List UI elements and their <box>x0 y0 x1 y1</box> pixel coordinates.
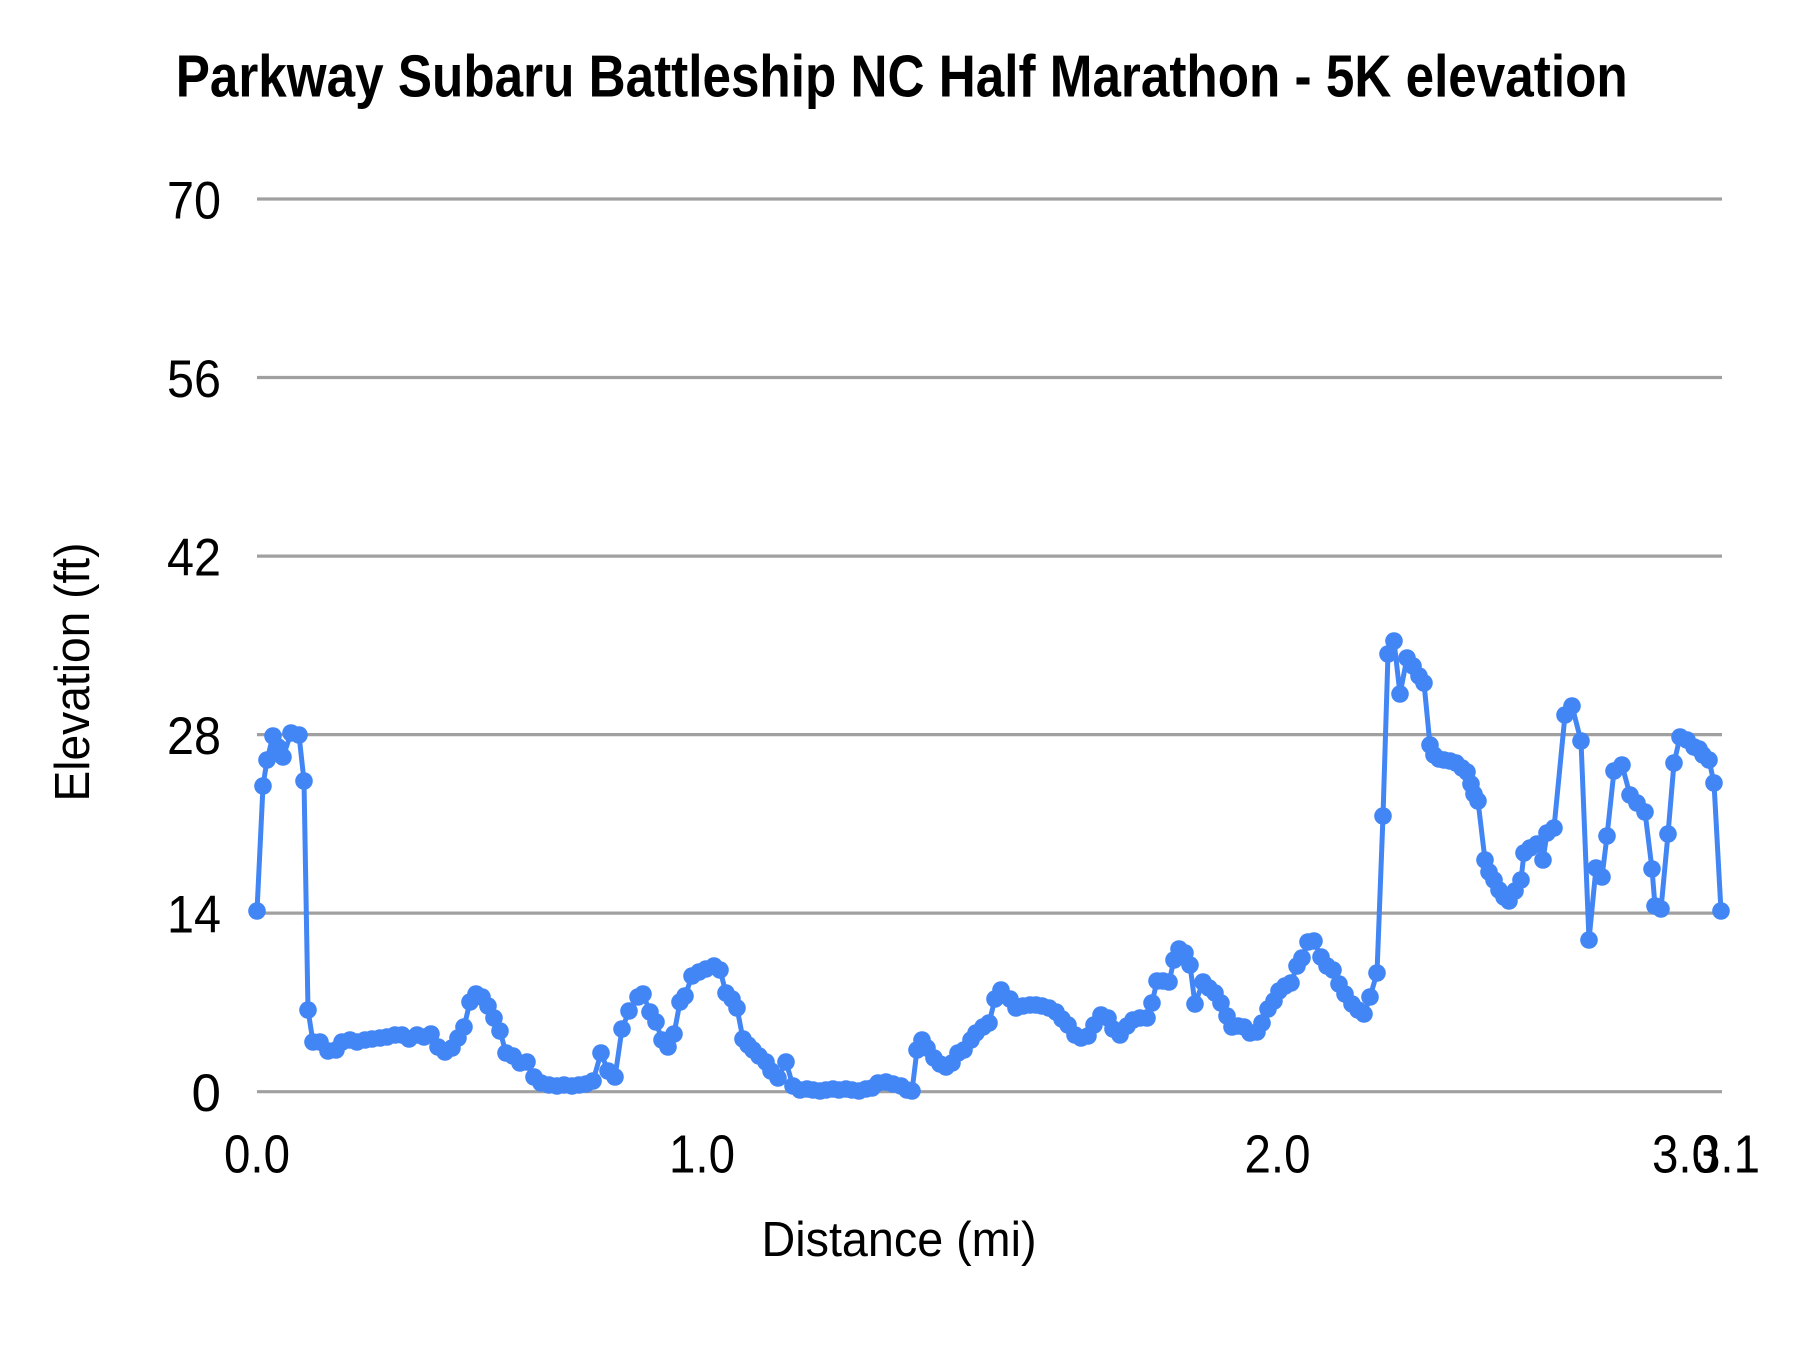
svg-text:28: 28 <box>167 707 221 766</box>
svg-text:70: 70 <box>167 171 221 230</box>
svg-text:0: 0 <box>192 1064 221 1123</box>
svg-text:Distance (mi): Distance (mi) <box>762 1213 1037 1267</box>
svg-text:Parkway Subaru Battleship NC H: Parkway Subaru Battleship NC Half Marath… <box>176 44 1628 110</box>
svg-text:2.0: 2.0 <box>1245 1125 1311 1185</box>
svg-text:0.0: 0.0 <box>224 1125 290 1185</box>
svg-text:42: 42 <box>167 528 221 587</box>
svg-text:3.1: 3.1 <box>1694 1125 1760 1185</box>
svg-text:56: 56 <box>167 350 221 409</box>
svg-text:1.0: 1.0 <box>669 1125 735 1185</box>
svg-text:14: 14 <box>167 885 221 944</box>
svg-text:3.0: 3.0 <box>1652 1125 1718 1185</box>
svg-text:Elevation (ft): Elevation (ft) <box>46 543 100 802</box>
